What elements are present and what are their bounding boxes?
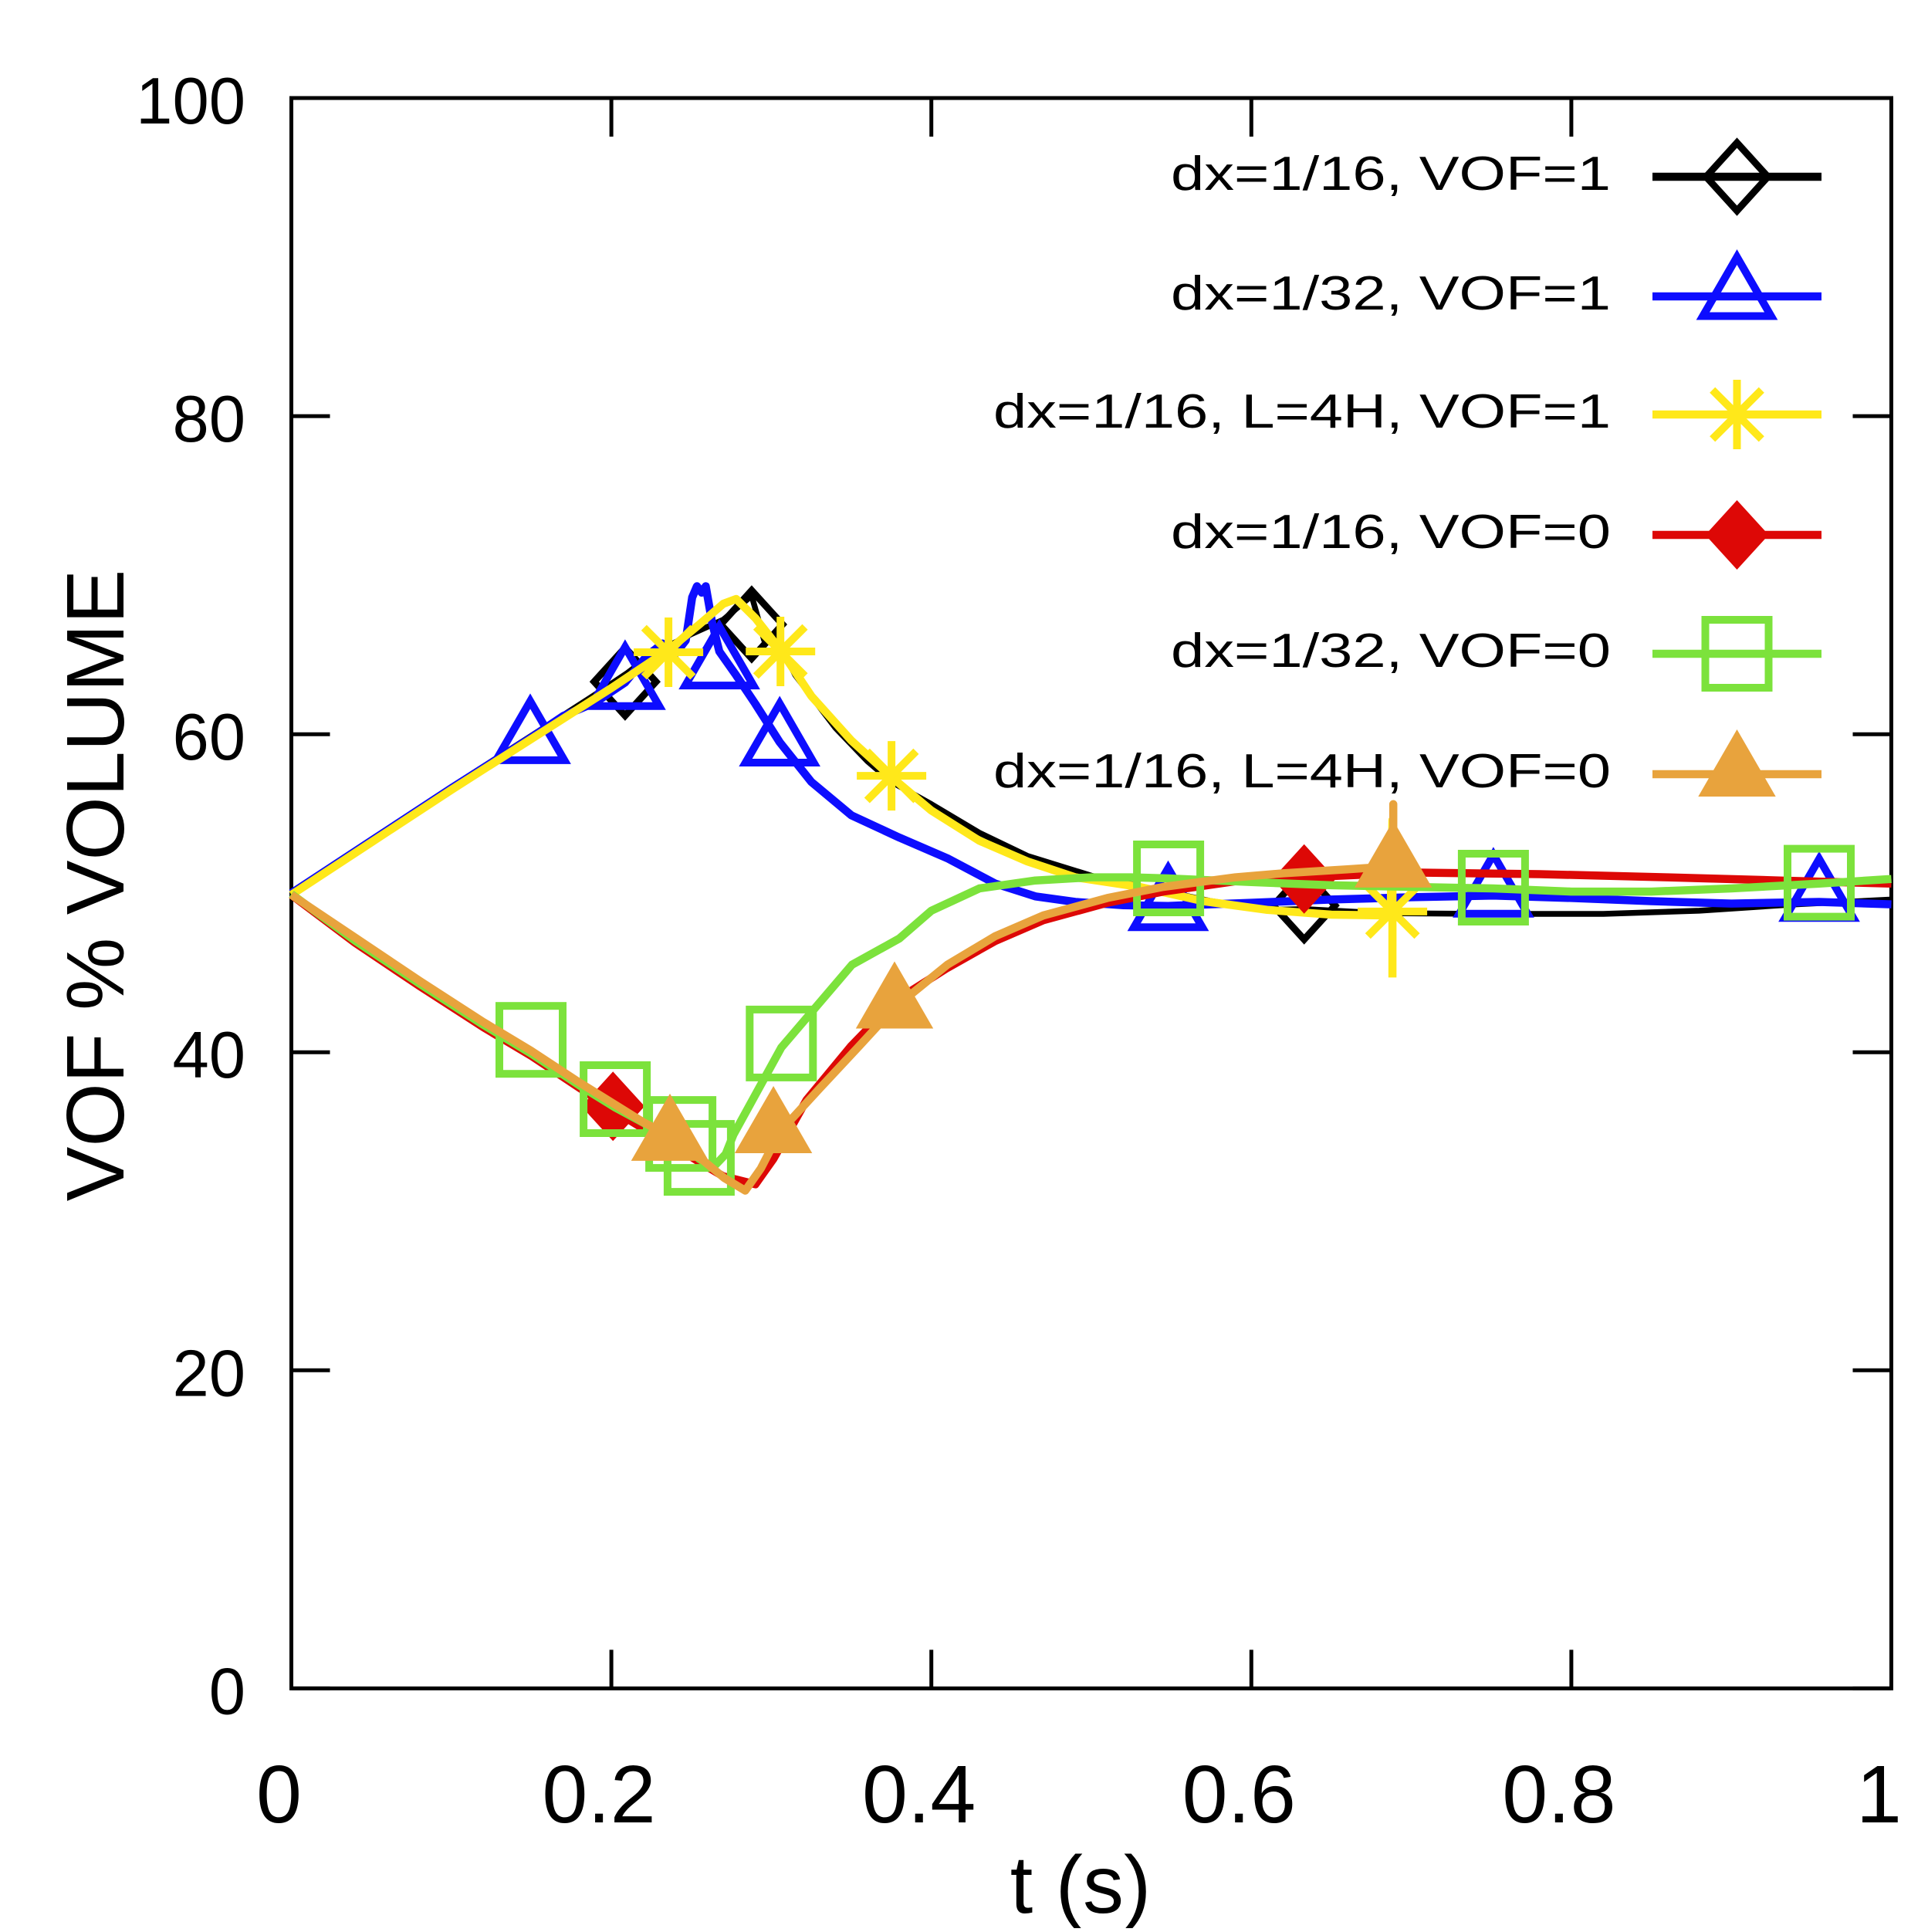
svg-text:dx=1/16, L=4H, VOF=0: dx=1/16, L=4H, VOF=0 — [993, 745, 1611, 798]
svg-text:0.4: 0.4 — [862, 1749, 976, 1840]
svg-text:0.8: 0.8 — [1502, 1749, 1615, 1840]
svg-text:0: 0 — [209, 1655, 245, 1728]
svg-text:40: 40 — [172, 1019, 245, 1092]
svg-text:100: 100 — [136, 65, 245, 138]
svg-text:60: 60 — [172, 701, 245, 774]
svg-text:dx=1/32, VOF=0: dx=1/32, VOF=0 — [1171, 624, 1611, 678]
svg-text:dx=1/16, VOF=0: dx=1/16, VOF=0 — [1171, 506, 1611, 559]
svg-text:t (s): t (s) — [1010, 1839, 1152, 1928]
svg-text:dx=1/16, VOF=1: dx=1/16, VOF=1 — [1171, 147, 1611, 201]
svg-text:20: 20 — [172, 1337, 245, 1410]
svg-text:80: 80 — [172, 383, 245, 456]
svg-text:0.2: 0.2 — [542, 1749, 655, 1840]
svg-text:dx=1/32, VOF=1: dx=1/32, VOF=1 — [1171, 267, 1611, 320]
svg-text:0.6: 0.6 — [1182, 1749, 1296, 1840]
svg-text:dx=1/16, L=4H, VOF=1: dx=1/16, L=4H, VOF=1 — [993, 385, 1611, 438]
svg-text:0: 0 — [256, 1749, 302, 1840]
svg-text:VOF % VOLUME: VOF % VOLUME — [50, 570, 141, 1202]
svg-text:1: 1 — [1856, 1749, 1902, 1840]
